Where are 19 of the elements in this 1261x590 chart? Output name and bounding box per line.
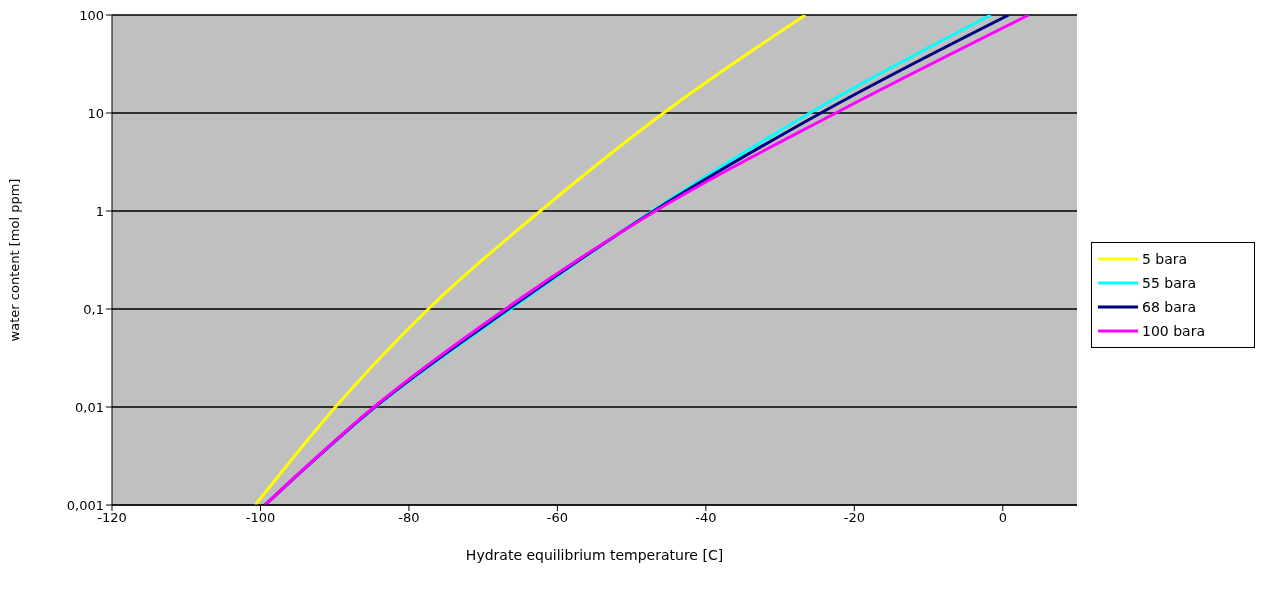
legend-label: 68 bara bbox=[1142, 298, 1197, 317]
x-axis-title: Hydrate equilibrium temperature [C] bbox=[465, 547, 724, 563]
y-tick-label: 1 bbox=[95, 203, 104, 219]
x-tick-label: -40 bbox=[695, 510, 717, 526]
x-tick-label: -80 bbox=[398, 510, 420, 526]
y-tick-label: 100 bbox=[79, 7, 104, 23]
y-axis-title: water content [mol ppm] bbox=[6, 178, 22, 342]
legend-label: 100 bara bbox=[1142, 322, 1205, 341]
y-tick-label: 0,01 bbox=[75, 399, 104, 415]
x-tick-label: -60 bbox=[546, 510, 568, 526]
y-tick-label: 0,1 bbox=[83, 301, 104, 317]
legend-label: 55 bara bbox=[1142, 274, 1197, 293]
x-tick-label: 0 bbox=[998, 510, 1007, 526]
y-tick-label: 10 bbox=[87, 105, 104, 121]
x-tick-label: -120 bbox=[97, 510, 127, 526]
legend-label: 5 bara bbox=[1142, 250, 1188, 269]
x-tick-label: -100 bbox=[245, 510, 276, 526]
y-tick-label: 0,001 bbox=[66, 497, 104, 513]
x-tick-label: -20 bbox=[843, 510, 865, 526]
